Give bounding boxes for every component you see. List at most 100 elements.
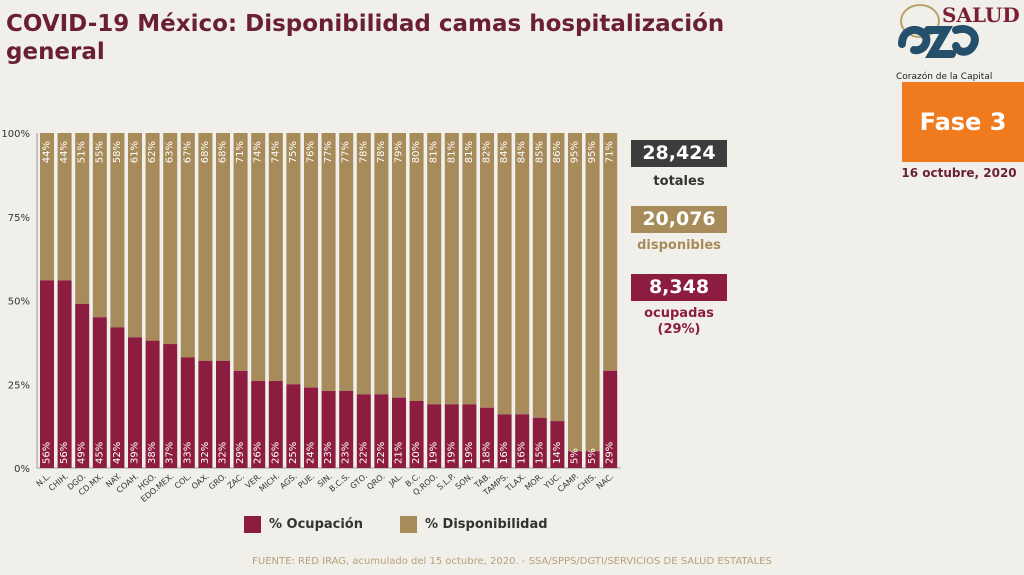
bar-occupied — [92, 317, 107, 468]
data-label-occupied: 16% — [499, 442, 510, 464]
x-tick-label: GTO. — [348, 472, 369, 491]
x-tick-label: OAX. — [190, 472, 211, 492]
data-label-available: 74% — [270, 141, 281, 163]
data-label-occupied: 24% — [306, 442, 317, 464]
bar-occupied — [180, 357, 195, 468]
data-label-available: 74% — [253, 141, 264, 163]
x-tick-label: S.L.P. — [435, 472, 457, 492]
data-label-occupied: 29% — [605, 442, 616, 464]
data-label-occupied: 19% — [446, 442, 457, 464]
logo-brand: SALUD — [942, 3, 1020, 27]
bar-occupied — [444, 404, 459, 468]
bar-available — [321, 133, 336, 391]
available-label: disponibles — [637, 238, 721, 253]
bar-occupied — [198, 360, 213, 468]
bar-occupied — [40, 280, 54, 468]
data-label-occupied: 49% — [77, 442, 88, 464]
data-label-available: 81% — [429, 141, 440, 163]
data-label-occupied: 32% — [200, 442, 211, 464]
bar-occupied — [515, 414, 530, 468]
data-label-available: 85% — [534, 141, 545, 163]
bar-occupied — [233, 370, 248, 468]
bar-available — [233, 133, 248, 371]
data-label-available: 75% — [288, 141, 299, 163]
bar-occupied — [321, 390, 336, 468]
bar-available — [57, 133, 72, 281]
legend-item-available: % Disponibilidad — [400, 516, 548, 533]
bar-available — [92, 133, 107, 318]
data-label-available: 71% — [605, 141, 616, 163]
data-label-occupied: 29% — [235, 442, 246, 464]
logo: SALUD Corazón de la Capital — [890, 0, 1024, 82]
data-label-available: 79% — [394, 141, 405, 163]
bar-available — [163, 133, 178, 345]
data-label-available: 63% — [165, 141, 176, 163]
data-label-occupied: 37% — [165, 442, 176, 464]
x-tick-label: COL. — [173, 472, 193, 491]
data-label-available: 80% — [411, 141, 422, 163]
bar-available — [75, 133, 90, 304]
data-label-available: 95% — [587, 141, 598, 163]
bar-available — [409, 133, 424, 401]
bar-occupied — [286, 384, 301, 468]
data-label-occupied: 19% — [464, 442, 475, 464]
data-label-occupied: 22% — [376, 442, 387, 464]
bar-occupied — [356, 394, 371, 468]
data-label-occupied: 32% — [218, 442, 229, 464]
x-tick-label: B.C.S. — [327, 472, 351, 494]
legend-swatch-occupied — [244, 516, 261, 533]
bar-occupied — [339, 390, 354, 468]
data-label-available: 44% — [42, 141, 53, 163]
data-label-available: 77% — [323, 141, 334, 163]
bar-occupied — [251, 380, 266, 468]
capital-logo-icon — [898, 25, 979, 58]
bar-available — [268, 133, 283, 381]
data-label-occupied: 25% — [288, 442, 299, 464]
data-label-available: 44% — [59, 141, 70, 163]
bar-available — [462, 133, 477, 405]
occupied-badge: 8,348 — [631, 274, 727, 301]
data-label-available: 67% — [182, 141, 193, 163]
x-tick-label: ZAC. — [226, 472, 246, 491]
bar-occupied — [374, 394, 389, 468]
data-label-available: 78% — [376, 141, 387, 163]
bar-occupied — [57, 280, 72, 468]
x-tick-label: AGS. — [278, 472, 298, 491]
data-label-available: 55% — [94, 141, 105, 163]
data-label-occupied: 56% — [42, 442, 53, 464]
y-tick-label: 100% — [1, 129, 30, 140]
legend-label-available: % Disponibilidad — [425, 517, 548, 532]
bar-available — [374, 133, 389, 395]
bar-available — [585, 133, 600, 452]
data-label-available: 84% — [517, 141, 528, 163]
available-badge: 20,076 — [631, 206, 727, 233]
data-label-occupied: 33% — [182, 442, 193, 464]
bar-occupied — [268, 380, 283, 468]
bar-available — [497, 133, 512, 415]
bar-available — [251, 133, 266, 381]
x-tick-label: PUE. — [296, 472, 316, 491]
data-label-occupied: 56% — [59, 442, 70, 464]
data-label-available: 71% — [235, 141, 246, 163]
data-label-occupied: 26% — [253, 442, 264, 464]
report-date: 16 octubre, 2020 — [901, 166, 1017, 180]
bar-occupied — [392, 397, 406, 468]
bar-occupied — [304, 387, 318, 468]
bar-available — [40, 133, 54, 281]
data-label-occupied: 23% — [341, 442, 352, 464]
page-title: COVID-19 México: Disponibilidad camas ho… — [6, 11, 725, 65]
x-tick-label: CHIS. — [576, 472, 598, 493]
y-tick-label: 50% — [8, 297, 30, 308]
data-label-available: 77% — [341, 141, 352, 163]
total-label: totales — [653, 174, 705, 189]
bar-occupied — [568, 451, 582, 468]
data-label-available: 95% — [570, 141, 581, 163]
bar-occupied — [532, 417, 547, 468]
x-tick-label: NAC. — [595, 472, 616, 491]
data-label-occupied: 22% — [358, 442, 369, 464]
total-badge: 28,424 — [631, 140, 727, 167]
bar-occupied — [409, 401, 424, 468]
x-tick-label: QRO. — [365, 472, 386, 492]
data-label-occupied: 5% — [570, 448, 581, 464]
